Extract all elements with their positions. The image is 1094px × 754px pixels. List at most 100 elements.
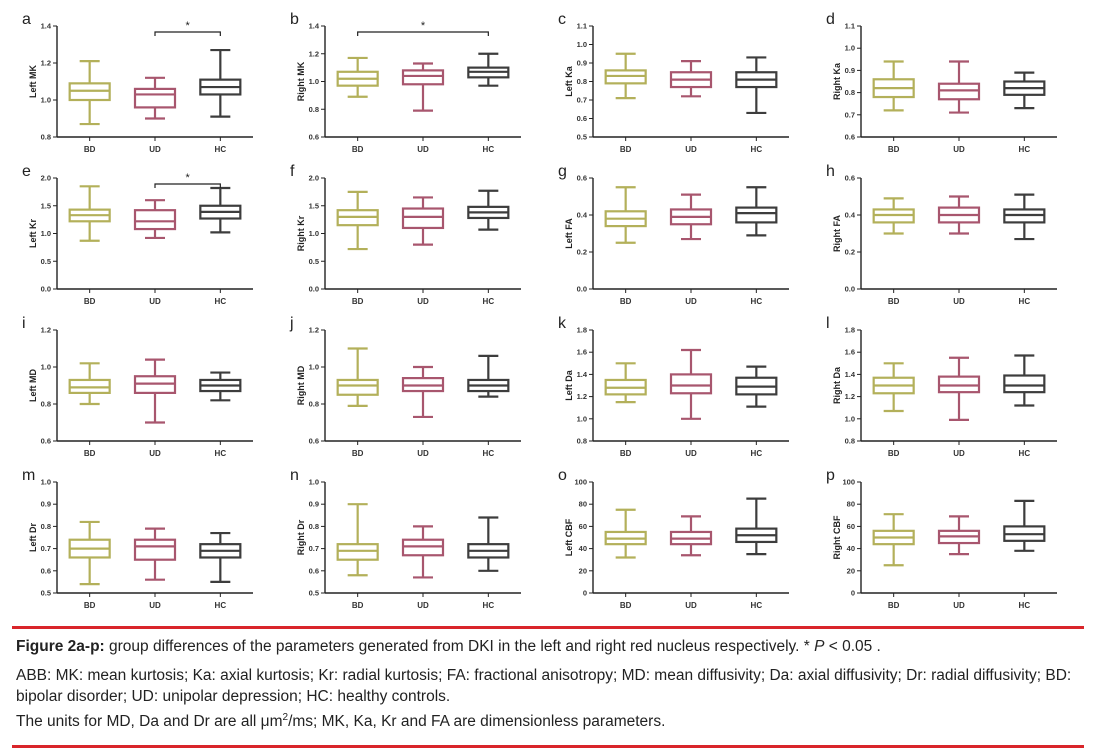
y-tick-label: 1.2 <box>845 392 855 401</box>
y-tick-label: 1.5 <box>309 201 319 210</box>
y-tick-label: 1.0 <box>577 40 587 49</box>
y-tick-label: 0.0 <box>845 285 855 294</box>
y-axis-title: Left Da <box>564 369 574 400</box>
y-tick-label: 1.4 <box>309 22 320 31</box>
significance-bracket <box>154 31 221 36</box>
y-tick-label: 1.0 <box>41 229 51 238</box>
y-tick-label: 0.8 <box>577 437 587 446</box>
y-tick-label: 0.2 <box>845 248 855 257</box>
x-tick-label: HC <box>483 601 495 610</box>
caption-p-symbol: P <box>814 638 825 655</box>
x-tick-label: UD <box>417 449 429 458</box>
y-axis-title: Left MD <box>28 369 38 402</box>
figure-caption: Figure 2a-p: group differences of the pa… <box>16 636 1086 732</box>
y-tick-label: 0.0 <box>309 285 319 294</box>
y-tick-label: 0.8 <box>309 522 319 531</box>
x-tick-label: UD <box>149 449 161 458</box>
x-tick-label: BD <box>888 601 900 610</box>
y-tick-label: 0.9 <box>309 500 319 509</box>
x-tick-label: HC <box>215 145 227 154</box>
y-tick-label: 1.8 <box>577 326 587 335</box>
y-tick-label: 0.7 <box>577 96 587 105</box>
x-tick-label: BD <box>352 297 364 306</box>
chart-panel-e: e 0.0 0.5 1.0 1.5 2.0 Left Kr BD UD HC * <box>22 163 253 306</box>
x-tick-label: HC <box>751 601 763 610</box>
y-axis-title: Left Dr <box>28 523 38 552</box>
y-axis-title: Left Ka <box>564 65 574 96</box>
y-tick-label: 0.6 <box>309 437 319 446</box>
y-tick-label: 0.8 <box>41 522 51 531</box>
x-tick-label: HC <box>1019 145 1031 154</box>
box-hc <box>1003 374 1046 394</box>
y-tick-label: 0.9 <box>845 66 855 75</box>
chart-panel-c: c 0.5 0.6 0.7 0.8 0.9 1.0 1.1 Left Ka BD UD HC <box>558 11 789 154</box>
y-tick-label: 0.9 <box>577 59 587 68</box>
panel-letter: m <box>22 467 35 484</box>
x-tick-label: UD <box>953 297 965 306</box>
panel-letter: p <box>826 467 835 484</box>
x-tick-label: UD <box>685 145 697 154</box>
x-tick-label: UD <box>149 297 161 306</box>
caption-title-line: Figure 2a-p: group differences of the pa… <box>16 636 1086 657</box>
y-tick-label: 20 <box>579 566 587 575</box>
panel-letter: j <box>289 315 294 332</box>
x-tick-label: UD <box>417 145 429 154</box>
x-tick-label: BD <box>620 449 632 458</box>
y-tick-label: 1.6 <box>577 348 587 357</box>
chart-panel-f: f 0.0 0.5 1.0 1.5 2.0 Right Kr BD UD HC <box>290 163 521 306</box>
box-hc <box>735 206 778 224</box>
panel-letter: d <box>826 11 835 28</box>
box-ud <box>401 207 445 230</box>
y-tick-label: 0.4 <box>845 211 856 220</box>
x-tick-label: HC <box>215 297 227 306</box>
x-tick-label: BD <box>84 145 96 154</box>
y-tick-label: 0.2 <box>577 248 587 257</box>
y-tick-label: 1.2 <box>309 49 319 58</box>
y-tick-label: 0.8 <box>309 105 319 114</box>
caption-units-sup: 2 <box>282 712 289 723</box>
y-tick-label: 60 <box>579 522 587 531</box>
y-tick-label: 1.2 <box>41 59 51 68</box>
y-tick-label: 0.8 <box>41 400 51 409</box>
x-tick-label: BD <box>888 145 900 154</box>
x-tick-label: BD <box>888 449 900 458</box>
caption-units-post: /ms; MK, Ka, Kr and FA are dimensionless… <box>288 713 666 731</box>
caption-bottom-rule <box>12 745 1084 748</box>
y-tick-label: 0.6 <box>845 133 855 142</box>
y-tick-label: 0.4 <box>577 211 588 220</box>
y-tick-label: 1.4 <box>41 22 52 31</box>
x-tick-label: HC <box>215 601 227 610</box>
y-tick-label: 1.4 <box>577 370 588 379</box>
chart-panel-g: g 0.0 0.2 0.4 0.6 Left FA BD UD HC <box>558 163 789 306</box>
caption-abbreviations: ABB: MK: mean kurtosis; Ka: axial kurtos… <box>16 667 1072 705</box>
caption-figure-label: Figure 2a-p: <box>16 638 105 655</box>
chart-panel-o: o 0 20 40 60 80 100 Left CBF BD UD HC <box>558 467 789 610</box>
x-tick-label: HC <box>483 297 495 306</box>
x-tick-label: BD <box>620 601 632 610</box>
x-tick-label: BD <box>84 449 96 458</box>
box-hc <box>1003 208 1046 224</box>
caption-top-rule <box>12 626 1084 629</box>
y-tick-label: 100 <box>574 478 587 487</box>
y-tick-label: 80 <box>847 500 855 509</box>
panel-letter: l <box>826 315 830 332</box>
x-tick-label: HC <box>751 449 763 458</box>
chart-panel-h: h 0.0 0.2 0.4 0.6 Right FA BD UD HC <box>826 163 1057 306</box>
significance-bracket <box>357 31 489 36</box>
y-tick-label: 1.8 <box>845 326 855 335</box>
panel-letter: b <box>290 11 299 28</box>
y-tick-label: 0.6 <box>309 133 319 142</box>
x-tick-label: UD <box>149 145 161 154</box>
y-tick-label: 0.6 <box>41 437 51 446</box>
chart-panel-b: b 0.6 0.8 1.0 1.2 1.4 Right MK BD UD HC * <box>290 11 521 154</box>
y-tick-label: 1.0 <box>41 478 51 487</box>
x-tick-label: HC <box>1019 297 1031 306</box>
box-ud <box>669 373 713 395</box>
x-tick-label: BD <box>620 297 632 306</box>
panel-letter: n <box>290 467 299 484</box>
chart-panel-j: j 0.6 0.8 1.0 1.2 Right MD BD UD HC <box>289 315 521 458</box>
y-tick-label: 2.0 <box>309 174 319 183</box>
y-tick-label: 0.9 <box>41 500 51 509</box>
x-tick-label: BD <box>352 145 364 154</box>
y-tick-label: 100 <box>842 478 855 487</box>
